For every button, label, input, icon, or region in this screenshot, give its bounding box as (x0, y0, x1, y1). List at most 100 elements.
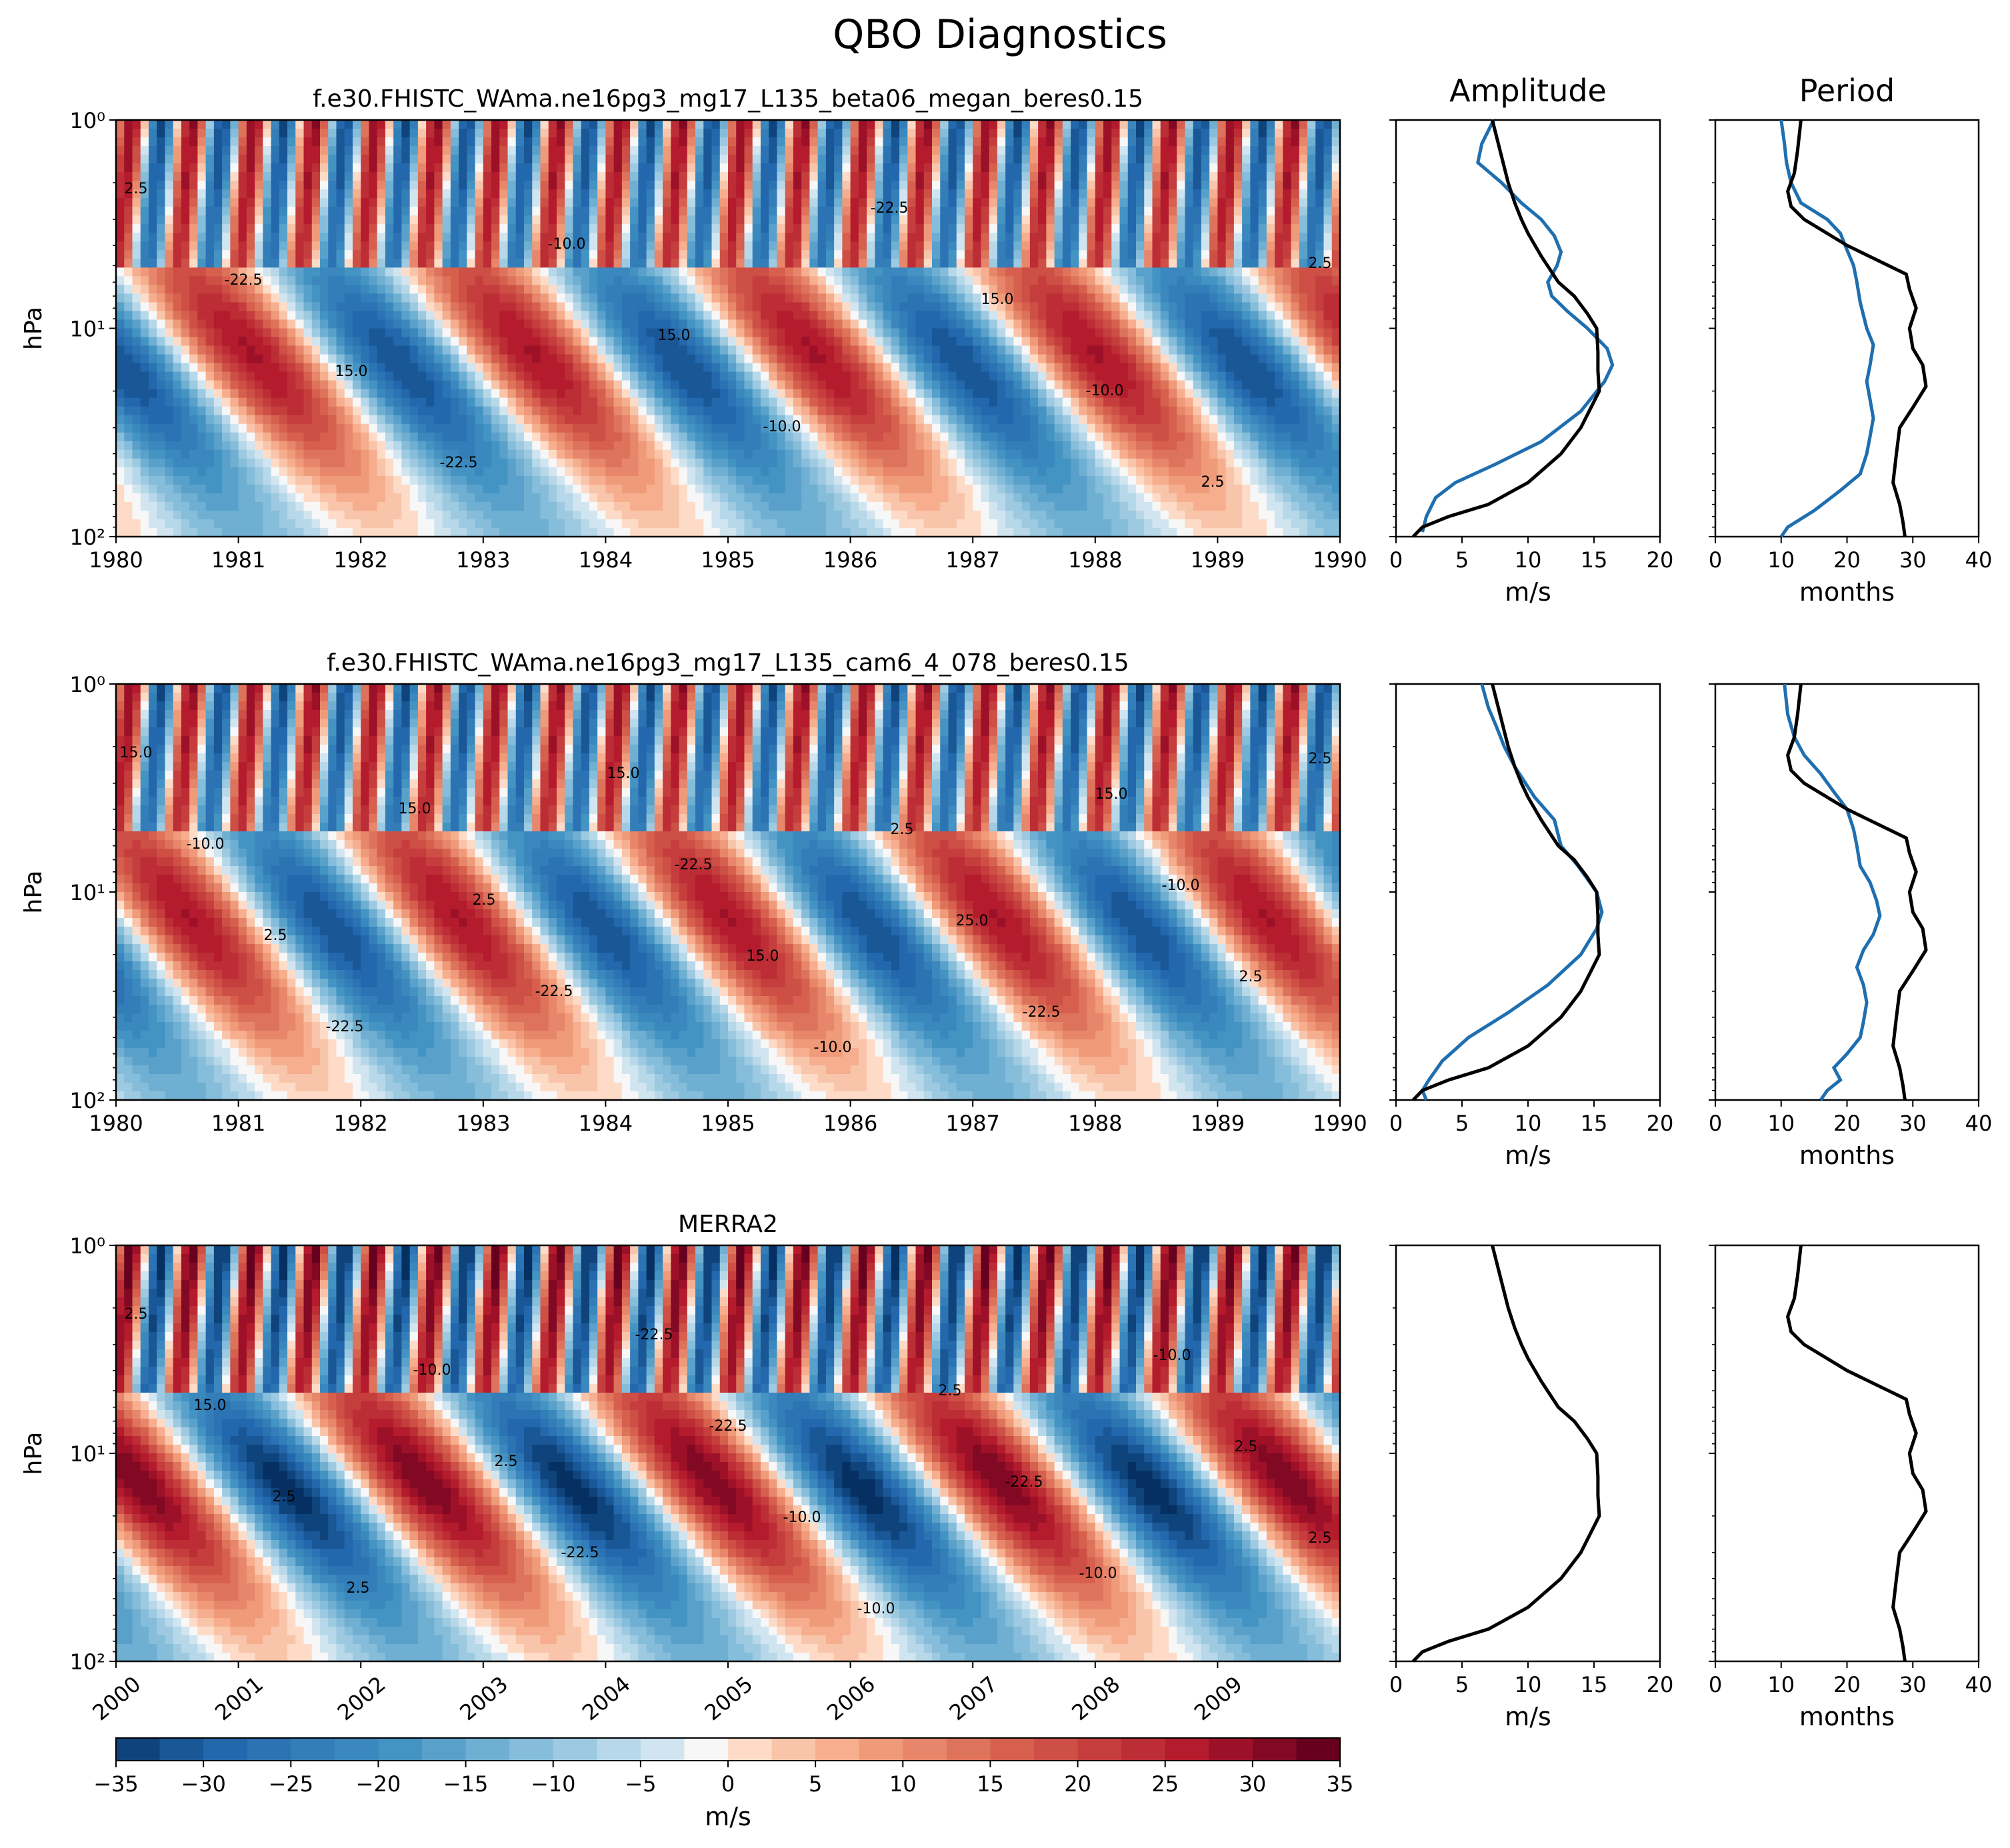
heatmap-cell (687, 285, 696, 294)
heatmap-cell (353, 311, 361, 320)
heatmap-cell (565, 389, 573, 399)
heatmap-cell (801, 215, 810, 225)
heatmap-cell (524, 233, 533, 242)
heatmap-cell (614, 250, 623, 259)
heatmap-cell (540, 381, 549, 390)
heatmap-cell (614, 224, 623, 233)
heatmap-cell (124, 198, 133, 207)
heatmap-cell (483, 241, 492, 251)
heatmap-cell (793, 450, 802, 459)
heatmap-cell (393, 163, 402, 173)
heatmap-cell (475, 311, 484, 320)
heatmap-cell (565, 215, 573, 225)
heatmap-cell (769, 467, 777, 477)
figure-title: QBO Diagnostics (833, 11, 1167, 58)
heatmap-cell (499, 129, 508, 138)
heatmap-cell (361, 207, 369, 216)
heatmap-cell (345, 267, 353, 277)
heatmap-cell (679, 267, 688, 277)
heatmap-cell (124, 407, 133, 416)
heatmap-cell (622, 511, 631, 520)
heatmap-cell (647, 528, 655, 537)
heatmap-cell (345, 355, 353, 364)
heatmap-cell (695, 224, 704, 233)
heatmap-cell (401, 189, 410, 199)
heatmap-cell (728, 233, 737, 242)
heatmap-cell (206, 519, 215, 529)
heatmap-cell (907, 381, 916, 390)
heatmap-cell (695, 276, 704, 285)
heatmap-cell (149, 189, 157, 199)
heatmap-cell (957, 329, 965, 338)
heatmap-cell (239, 224, 247, 233)
heatmap-cell (851, 407, 859, 416)
heatmap-cell (655, 389, 663, 399)
heatmap-cell (197, 450, 206, 459)
heatmap-cell (932, 259, 941, 268)
heatmap-cell (899, 511, 908, 520)
heatmap-cell (247, 407, 255, 416)
heatmap-cell (149, 267, 157, 277)
heatmap-cell (459, 528, 467, 537)
heatmap-cell (410, 407, 419, 416)
heatmap-cell (761, 146, 769, 155)
heatmap-cell (818, 302, 827, 311)
heatmap-cell (851, 346, 859, 355)
heatmap-cell (239, 424, 247, 433)
heatmap-cell (940, 259, 949, 268)
heatmap-cell (761, 441, 769, 451)
heatmap-cell (401, 476, 410, 485)
heatmap-cell (891, 181, 900, 190)
heatmap-cell (932, 276, 941, 285)
heatmap-cell (304, 528, 313, 537)
heatmap-cell (597, 189, 606, 199)
heatmap-cell (589, 381, 598, 390)
heatmap-cell (353, 267, 361, 277)
heatmap-cell (581, 485, 590, 494)
heatmap-cell (141, 250, 149, 259)
heatmap-cell (189, 224, 198, 233)
heatmap-cell (401, 137, 410, 147)
heatmap-cell (712, 424, 721, 433)
heatmap-cell (516, 163, 525, 173)
heatmap-cell (597, 467, 606, 477)
heatmap-cell (157, 424, 165, 433)
heatmap-cell (312, 476, 321, 485)
heatmap-cell (940, 137, 949, 147)
heatmap-cell (401, 215, 410, 225)
heatmap-cell (459, 485, 467, 494)
heatmap-cell (304, 181, 313, 190)
heatmap-cell (483, 502, 492, 511)
heatmap-cell (842, 485, 851, 494)
heatmap-cell (875, 215, 883, 225)
heatmap-cell (328, 198, 337, 207)
heatmap-cell (181, 137, 190, 147)
heatmap-cell (377, 511, 386, 520)
heatmap-cell (703, 424, 712, 433)
heatmap-cell (851, 319, 859, 329)
heatmap-cell (475, 329, 484, 338)
heatmap-cell (663, 198, 671, 207)
heatmap-cell (197, 485, 206, 494)
heatmap-cell (532, 311, 541, 320)
heatmap-cell (638, 137, 647, 147)
heatmap-cell (655, 441, 663, 451)
heatmap-cell (638, 241, 647, 251)
heatmap-cell (614, 372, 623, 381)
heatmap-cell (295, 450, 304, 459)
heatmap-cell (891, 285, 900, 294)
heatmap-cell (728, 476, 737, 485)
heatmap-cell (549, 485, 557, 494)
heatmap-cell (239, 302, 247, 311)
heatmap-cell (189, 293, 198, 303)
heatmap-cell (230, 163, 239, 173)
heatmap-cell (891, 398, 900, 407)
heatmap-cell (932, 450, 941, 459)
heatmap-cell (679, 146, 688, 155)
heatmap-cell (141, 137, 149, 147)
heatmap-cell (671, 502, 679, 511)
heatmap-cell (655, 120, 663, 129)
heatmap-cell (736, 259, 745, 268)
heatmap-cell (899, 363, 908, 373)
heatmap-cell (809, 224, 818, 233)
